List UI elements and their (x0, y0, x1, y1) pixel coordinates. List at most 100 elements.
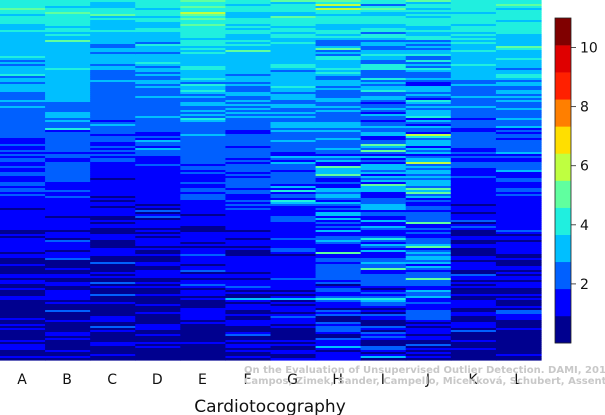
heatmap-cell (315, 316, 362, 319)
heatmap-cell (360, 122, 407, 125)
heatmap-cell (495, 182, 542, 185)
heatmap-cell (45, 268, 91, 271)
heatmap-cell (135, 16, 181, 19)
heatmap-cell (45, 182, 91, 185)
heatmap-cell (180, 196, 227, 199)
heatmap-cell (180, 302, 227, 305)
heatmap-cell (180, 130, 227, 133)
heatmap-cell (315, 272, 362, 275)
heatmap-cell (405, 236, 452, 239)
heatmap-cell (0, 60, 46, 63)
heatmap-cell (45, 194, 91, 197)
heatmap-cell (270, 90, 317, 93)
heatmap-cell (45, 350, 91, 353)
heatmap-cell (315, 98, 362, 101)
x-tick-label-e: E (198, 372, 207, 388)
heatmap-cell (450, 202, 497, 205)
heatmap-cell (270, 136, 317, 139)
heatmap-cell (0, 342, 46, 345)
heatmap-cell (225, 304, 272, 307)
heatmap-cell (45, 134, 91, 137)
heatmap-cell (135, 272, 181, 275)
heatmap-cell (360, 256, 407, 259)
heatmap-cell (90, 116, 136, 119)
heatmap-cell (180, 110, 227, 113)
heatmap-cell (135, 356, 181, 359)
heatmap-cell (270, 280, 317, 283)
heatmap-cell (360, 290, 407, 293)
heatmap-cell (450, 186, 497, 189)
heatmap-cell (315, 20, 362, 23)
heatmap-cell (45, 112, 91, 115)
heatmap-cell (270, 114, 317, 117)
heatmap-cell (0, 90, 46, 93)
heatmap-cell (315, 80, 362, 83)
heatmap-cell (45, 164, 91, 167)
heatmap-cell (135, 296, 181, 299)
heatmap-cell (495, 134, 542, 137)
heatmap-cell (270, 216, 317, 219)
heatmap-cell (450, 118, 497, 121)
heatmap-cell (315, 160, 362, 163)
heatmap-cell (90, 134, 136, 137)
heatmap-cell (360, 108, 407, 111)
heatmap-cell (450, 72, 497, 75)
heatmap-cell (135, 82, 181, 85)
heatmap-cell (405, 42, 452, 45)
heatmap-cell (405, 230, 452, 233)
heatmap-cell (180, 330, 227, 333)
heatmap-cell (135, 0, 181, 3)
heatmap-cell (315, 124, 362, 127)
heatmap-cell (135, 282, 181, 285)
heatmap-cell (405, 172, 452, 175)
heatmap-cell (405, 110, 452, 113)
heatmap-cell (360, 14, 407, 17)
heatmap-cell (135, 242, 181, 245)
heatmap-cell (0, 94, 46, 97)
heatmap-cell (315, 0, 362, 3)
heatmap-cell (405, 138, 452, 141)
heatmap-cell (0, 56, 46, 59)
heatmap-cell (180, 212, 227, 215)
heatmap-cell (450, 294, 497, 297)
heatmap-cell (450, 146, 497, 149)
heatmap-cell (45, 48, 91, 51)
heatmap-cell (90, 138, 136, 141)
heatmap-cell (135, 168, 181, 171)
heatmap-cell (450, 104, 497, 107)
heatmap-cell (405, 154, 452, 157)
heatmap-cell (270, 28, 317, 31)
heatmap-cell (225, 330, 272, 333)
heatmap-cell (180, 160, 227, 163)
heatmap-cell (135, 152, 181, 155)
heatmap-cell (495, 12, 542, 15)
heatmap-cell (180, 230, 227, 233)
heatmap-cell (315, 122, 362, 125)
heatmap-cell (495, 320, 542, 323)
heatmap-cell (405, 302, 452, 305)
heatmap-cell (135, 320, 181, 323)
heatmap-cell (315, 326, 362, 329)
heatmap-cell (180, 226, 227, 229)
heatmap-cell (315, 350, 362, 353)
heatmap-cell (405, 86, 452, 89)
heatmap-cell (90, 48, 136, 51)
heatmap-cell (270, 236, 317, 239)
heatmap-cell (135, 166, 181, 169)
heatmap-cell (315, 298, 362, 301)
heatmap-cell (270, 238, 317, 241)
heatmap-cell (450, 250, 497, 253)
heatmap-cell (360, 102, 407, 105)
heatmap-cell (135, 140, 181, 143)
heatmap-cell (180, 236, 227, 239)
heatmap-cell (0, 350, 46, 353)
heatmap-cell (405, 170, 452, 173)
heatmap-cell (90, 146, 136, 149)
heatmap-cell (135, 276, 181, 279)
heatmap-cell (315, 282, 362, 285)
heatmap-cell (270, 214, 317, 217)
heatmap-cell (315, 70, 362, 73)
heatmap-cell (0, 30, 46, 33)
heatmap-cell (180, 318, 227, 321)
heatmap-cell (180, 282, 227, 285)
